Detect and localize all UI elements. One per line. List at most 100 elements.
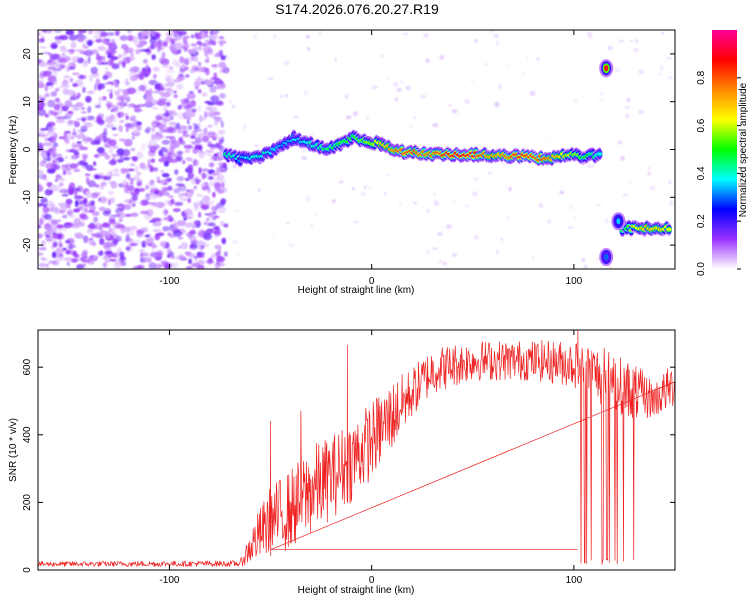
- spectrogram-noise-speck: [146, 208, 154, 217]
- spectrogram-noise-speck: [393, 82, 399, 88]
- spectrogram-noise-speck: [493, 34, 499, 38]
- spectrogram-noise-speck: [124, 168, 131, 173]
- spectrogram-noise-speck: [186, 103, 191, 112]
- spectrogram-noise-speck: [200, 32, 207, 39]
- spectrogram-noise-speck: [149, 165, 154, 173]
- spectrogram-noise-speck: [160, 169, 164, 174]
- spectrogram-noise-speck: [442, 261, 448, 266]
- spectrogram-noise-speck: [172, 208, 181, 213]
- spectrogram-noise-speck: [38, 252, 44, 256]
- spectrogram-noise-speck: [96, 115, 102, 123]
- spectrogram-noise-speck: [71, 72, 80, 76]
- spectrogram-noise-speck: [85, 45, 89, 49]
- spectrogram-noise-speck: [87, 261, 95, 265]
- spectrogram-noise-speck: [102, 175, 107, 180]
- spectrogram-noise-speck: [80, 111, 88, 114]
- spectrogram-noise-speck: [177, 157, 182, 161]
- spectrogram-noise-speck: [208, 176, 214, 180]
- spectrogram-noise-speck: [207, 140, 212, 147]
- spectrogram-noise-speck: [84, 173, 91, 177]
- spectrogram-noise-speck: [190, 48, 197, 54]
- spectrogram-noise-speck: [150, 242, 156, 248]
- spectrogram-noise-speck: [190, 235, 197, 241]
- spectrogram-noise-speck: [117, 111, 125, 118]
- spectrogram-noise-speck: [661, 32, 665, 35]
- spectrogram-noise-speck: [204, 59, 210, 63]
- spectrogram-noise-speck: [144, 257, 149, 263]
- spectrogram-noise-speck: [190, 34, 195, 39]
- spectrogram-noise-speck: [538, 203, 544, 208]
- spectrogram-noise-speck: [152, 66, 160, 72]
- spectrogram-noise-speck: [182, 133, 191, 138]
- spectrogram-y-tick-label: 20: [22, 48, 33, 60]
- spectrogram-noise-speck: [211, 40, 217, 46]
- spectrogram-noise-speck: [394, 97, 398, 102]
- spectrogram-noise-speck: [133, 39, 138, 46]
- spectrogram-noise-speck: [54, 53, 61, 58]
- spectrogram-noise-speck: [546, 219, 552, 225]
- spectrogram-noise-speck: [44, 92, 50, 97]
- spectrogram-noise-speck: [214, 116, 223, 123]
- spectrogram-noise-speck: [203, 243, 209, 248]
- spectrogram-noise-speck: [559, 191, 565, 194]
- spectrogram-noise-speck: [87, 90, 95, 95]
- spectrogram-noise-speck: [212, 226, 221, 231]
- spectrogram-noise-speck: [474, 235, 479, 240]
- spectrogram-noise-speck: [47, 148, 53, 152]
- spectrogram-noise-speck: [134, 165, 139, 173]
- spectrogram-noise-speck: [38, 94, 42, 100]
- spectrogram-noise-speck: [92, 74, 99, 78]
- spectrogram-noise-speck: [666, 57, 672, 60]
- spectrogram-noise-speck: [104, 154, 111, 160]
- spectrogram-noise-speck: [232, 104, 235, 109]
- colorbar-label: Normalized spectral amplitude: [738, 82, 749, 217]
- spectrogram-noise-speck: [113, 214, 121, 217]
- spectrogram-noise-speck: [66, 210, 73, 216]
- spectrogram-noise-speck: [207, 186, 211, 194]
- spectrogram-noise-speck: [307, 47, 311, 51]
- spectrogram-noise-speck: [213, 230, 220, 235]
- spectrogram-noise-speck: [223, 223, 229, 228]
- spectrogram-noise-speck: [201, 172, 207, 180]
- spectrogram-noise-speck: [84, 208, 89, 214]
- spectrogram-noise-speck: [109, 258, 117, 262]
- spectrogram-noise-speck: [75, 148, 80, 152]
- spectrogram-noise-speck: [573, 99, 579, 103]
- spectrogram-noise-speck: [91, 30, 101, 34]
- spectrogram-noise-speck: [165, 126, 174, 134]
- spectrogram-noise-speck: [162, 40, 168, 48]
- spectrogram-noise-speck: [125, 79, 129, 82]
- spectrogram-noise-speck: [127, 30, 132, 34]
- spectrogram-noise-speck: [177, 30, 187, 36]
- spectrogram-noise-speck: [213, 233, 219, 239]
- spectrogram-noise-speck: [195, 181, 200, 185]
- spectrogram-noise-speck: [134, 188, 141, 194]
- spectrogram-noise-speck: [196, 194, 203, 197]
- spectrogram-noise-speck: [77, 161, 84, 166]
- spectrogram-noise-speck: [87, 180, 96, 188]
- spectrogram-noise-speck: [89, 237, 94, 241]
- spectrogram-noise-speck: [207, 124, 213, 128]
- spectrogram-noise-speck: [148, 220, 157, 223]
- spectrogram-noise-speck: [147, 158, 151, 167]
- spectrogram-noise-speck: [605, 219, 609, 224]
- spectrogram-noise-speck: [44, 189, 52, 196]
- spectrogram-noise-speck: [232, 240, 238, 244]
- spectrogram-noise-speck: [38, 108, 47, 116]
- spectrogram-noise-speck: [165, 69, 175, 74]
- spectrogram-noise-speck: [102, 38, 110, 45]
- spectrogram-noise-speck: [101, 55, 106, 62]
- spectrogram-noise-speck: [42, 206, 50, 214]
- spectrogram-noise-speck: [50, 91, 58, 97]
- spectrogram-noise-speck: [567, 226, 573, 229]
- spectrogram-noise-speck: [649, 186, 656, 191]
- spectrogram-noise-speck: [134, 174, 140, 181]
- spectrogram-noise-speck: [165, 87, 174, 95]
- spectrogram-noise-speck: [55, 247, 62, 255]
- spectrogram-noise-speck: [205, 40, 212, 47]
- spectrogram-noise-speck: [127, 185, 135, 191]
- spectrogram-noise-speck: [38, 184, 44, 192]
- spectrogram-noise-speck: [151, 33, 156, 36]
- spectrogram-noise-speck: [142, 58, 148, 64]
- spectrogram-noise-speck: [124, 199, 129, 203]
